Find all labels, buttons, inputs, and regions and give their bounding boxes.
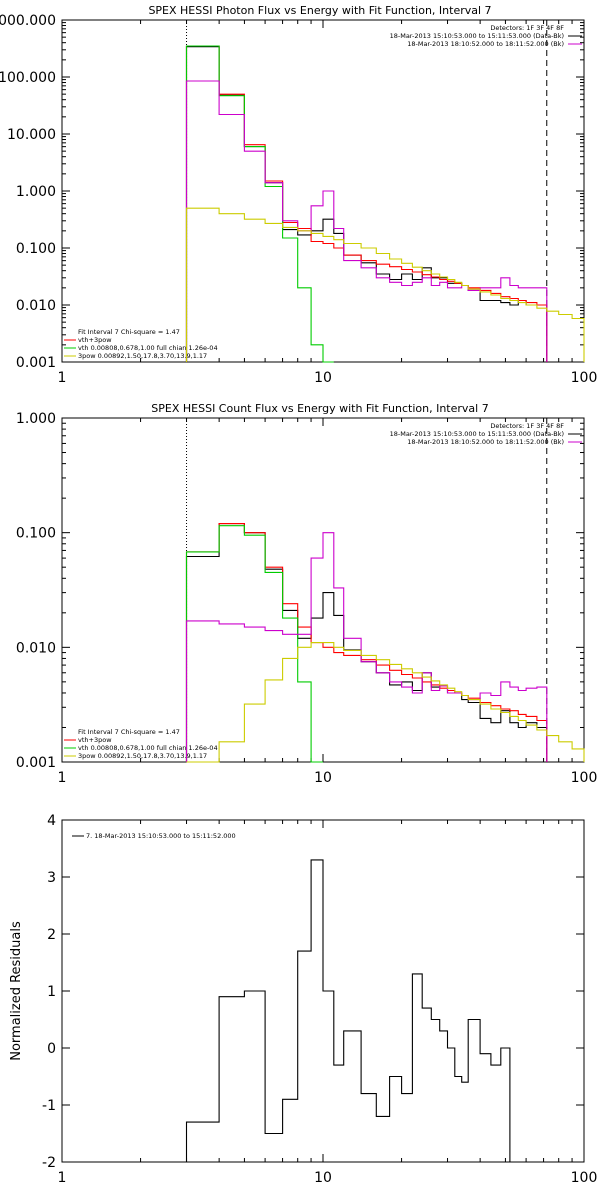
y-tick-label: 1.000 bbox=[16, 411, 56, 427]
range-markers bbox=[186, 418, 548, 762]
legend-entry: Fit Interval 7 Chi-square = 1.47 bbox=[78, 728, 180, 736]
legend-entry: 18-Mar-2013 18:10:52.000 to 18:11:52.000… bbox=[407, 438, 564, 446]
legend-top-left: 7. 18-Mar-2013 15:10:53.000 to 15:11:52.… bbox=[72, 832, 236, 840]
y-tick-label: 0.100 bbox=[16, 526, 56, 542]
y-tick-label: 0.001 bbox=[16, 355, 56, 371]
y-tick-label: 0.001 bbox=[16, 755, 56, 771]
legend-entry: 7. 18-Mar-2013 15:10:53.000 to 15:11:52.… bbox=[86, 832, 236, 840]
y-tick-label: 0.100 bbox=[16, 241, 56, 257]
data-series bbox=[185, 859, 511, 1162]
x-tick-labels: 1 10 100 bbox=[58, 770, 598, 786]
residuals-panel: Normalized Residuals -2 -1 0 1 2 3 4 1 10 100 7.… bbox=[9, 813, 597, 1186]
y-axis-label: Normalized Residuals bbox=[9, 921, 24, 1061]
series-step-line-0 bbox=[185, 859, 511, 1162]
x-tick-labels: 1 10 100 bbox=[58, 1170, 598, 1186]
y-tick-label: 4 bbox=[47, 813, 56, 829]
legend-entry: vth 0.00808,0.678,1.00 full chian 1.26e-… bbox=[78, 744, 218, 752]
x-tick-label: 100 bbox=[571, 770, 598, 786]
series-step-line-0 bbox=[185, 46, 548, 362]
legend-entry: vth 0.00808,0.678,1.00 full chian 1.26e-… bbox=[78, 344, 218, 352]
legend-entry: Detectors: 1F 3F 4F 8F bbox=[490, 24, 564, 32]
photon-flux-panel: SPEX HESSI Photon Flux vs Energy with Fi… bbox=[0, 4, 597, 386]
axis-ticks bbox=[61, 819, 585, 1163]
y-tick-label: 2 bbox=[47, 927, 56, 943]
y-tick-label: -1 bbox=[42, 1098, 56, 1114]
series-step-line-1 bbox=[185, 523, 548, 762]
y-tick-label: -2 bbox=[42, 1155, 56, 1171]
range-markers bbox=[186, 20, 548, 362]
y-tick-labels: -2 -1 0 1 2 3 4 bbox=[42, 813, 56, 1171]
legend-entry: 18-Mar-2013 15:10:53.000 to 15:11:53.000… bbox=[390, 430, 564, 438]
series-step-line-2 bbox=[185, 525, 323, 763]
data-series bbox=[185, 523, 585, 763]
legend-bottom-left: Fit Interval 7 Chi-square = 1.47vth+3pow… bbox=[64, 328, 218, 360]
panel-title: SPEX HESSI Count Flux vs Energy with Fit… bbox=[151, 402, 488, 415]
legend-entry: vth+3pow bbox=[78, 736, 112, 744]
x-tick-label: 100 bbox=[571, 1170, 598, 1186]
legend-entry: 3pow 0.00892,1.50,17.8,3.70,13.9,1.17 bbox=[78, 352, 207, 360]
series-step-line-3 bbox=[185, 532, 548, 762]
legend-entry: 3pow 0.00892,1.50,17.8,3.70,13.9,1.17 bbox=[78, 752, 207, 760]
legend-bottom-left: Fit Interval 7 Chi-square = 1.47vth+3pow… bbox=[64, 728, 218, 760]
y-tick-label: 10.000 bbox=[7, 127, 56, 143]
legend-entry: 18-Mar-2013 15:10:53.000 to 15:11:53.000… bbox=[390, 32, 564, 40]
legend-entry: Fit Interval 7 Chi-square = 1.47 bbox=[78, 328, 180, 336]
y-tick-label: 100.000 bbox=[0, 70, 56, 86]
data-series bbox=[185, 45, 585, 363]
x-tick-label: 10 bbox=[314, 370, 332, 386]
legend-entry: 18-Mar-2013 18:10:52.000 to 18:11:52.000… bbox=[407, 40, 564, 48]
y-tick-label: 3 bbox=[47, 870, 56, 886]
x-tick-label: 10 bbox=[314, 1170, 332, 1186]
x-tick-label: 10 bbox=[314, 770, 332, 786]
y-tick-label: 1000.000 bbox=[0, 13, 56, 29]
legend-entry: vth+3pow bbox=[78, 336, 112, 344]
y-tick-label: 1 bbox=[47, 984, 56, 1000]
x-tick-label: 1 bbox=[58, 770, 67, 786]
x-tick-label: 1 bbox=[58, 1170, 67, 1186]
y-tick-label: 0.010 bbox=[16, 640, 56, 656]
series-step-line-3 bbox=[185, 80, 548, 362]
x-tick-label: 100 bbox=[571, 370, 598, 386]
y-tick-label: 1.000 bbox=[16, 184, 56, 200]
series-step-line-4 bbox=[185, 207, 585, 362]
y-tick-labels: 0.001 0.010 0.100 1.000 bbox=[16, 411, 56, 771]
series-step-line-0 bbox=[185, 523, 548, 762]
count-flux-panel: SPEX HESSI Count Flux vs Energy with Fit… bbox=[16, 402, 597, 786]
series-step-line-4 bbox=[186, 642, 585, 763]
y-tick-label: 0 bbox=[47, 1041, 56, 1057]
panel-title: SPEX HESSI Photon Flux vs Energy with Fi… bbox=[148, 4, 491, 17]
series-step-line-1 bbox=[185, 45, 548, 362]
y-tick-labels: 0.001 0.010 0.100 1.000 10.000 100.000 1000.00… bbox=[0, 13, 56, 371]
series-step-line-2 bbox=[185, 45, 334, 363]
y-tick-label: 0.010 bbox=[16, 298, 56, 314]
legend-entry: Detectors: 1F 3F 4F 8F bbox=[490, 422, 564, 430]
x-tick-label: 1 bbox=[58, 370, 67, 386]
x-tick-labels: 1 10 100 bbox=[58, 370, 598, 386]
